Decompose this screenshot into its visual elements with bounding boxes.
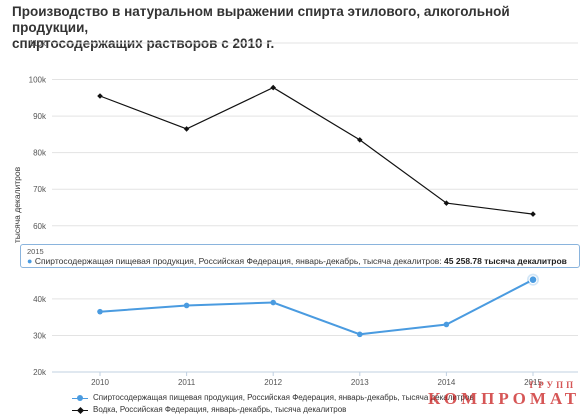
y-tick-label: 40k: [33, 295, 47, 304]
y-tick-label: 90k: [33, 112, 47, 121]
series-0-point: [183, 302, 190, 309]
grid-lines: [52, 42, 578, 373]
series-1-point: [97, 93, 103, 99]
tooltip-series-dot: ●: [27, 256, 33, 266]
y-tick-label: 60k: [33, 222, 47, 231]
tooltip-value: 45 258.78 тысяча декалитров: [444, 256, 567, 266]
series-0-point: [443, 321, 450, 328]
legend-item-vodka[interactable]: Водка, Российская Федерация, январь-дека…: [72, 404, 474, 416]
watermark-small-text: ГРУПП: [529, 380, 577, 390]
legend-swatch-black: [72, 405, 88, 415]
x-tick-label: 2015: [524, 378, 542, 387]
y-tick-label: 80k: [33, 149, 47, 158]
kompromat-watermark-logo: ГРУПП КОМПРОМАТ: [428, 380, 580, 408]
x-tick-label: 2013: [351, 378, 369, 387]
series-1-point: [357, 137, 363, 143]
legend-item-spirit-food[interactable]: Спиртосодержащая пищевая продукция, Росс…: [72, 392, 474, 404]
tooltip-body: ● Спиртосодержащая пищевая продукция, Ро…: [27, 256, 573, 267]
series-layer: [97, 84, 539, 338]
tooltip-year: 2015: [27, 247, 44, 256]
legend-label-vodka: Водка, Российская Федерация, январь-дека…: [93, 405, 347, 414]
hover-tooltip: 2015 ● Спиртосодержащая пищевая продукци…: [20, 244, 580, 268]
series-0-point: [97, 308, 103, 315]
y-tick-label: 70k: [33, 185, 47, 194]
series-line-1: [99, 86, 534, 215]
series-1-point: [183, 126, 190, 132]
series-1-point: [530, 211, 536, 217]
x-tick-label: 2011: [178, 378, 196, 387]
y-tick-label: 30k: [33, 331, 47, 340]
tooltip-series-text: Спиртосодержащая пищевая продукция, Росс…: [34, 256, 442, 266]
y-axis-title: тысяча декалитров: [12, 166, 22, 243]
watermark-big-text: КОМПРОМАТ: [428, 389, 581, 408]
series-1-point: [443, 200, 450, 206]
series-line-0: [99, 278, 534, 336]
axes: 20k30k40k50k60k70k80k90k100k110k20102011…: [29, 39, 578, 387]
chart-legend: Спиртосодержащая пищевая продукция, Росс…: [72, 392, 474, 416]
series-0-point: [357, 331, 363, 338]
legend-swatch-blue: [72, 393, 88, 403]
y-tick-label: 110k: [29, 39, 47, 48]
series-0-point: [528, 275, 538, 284]
y-tick-label: 100k: [29, 76, 47, 85]
legend-label-spirit-food: Спиртосодержащая пищевая продукция, Росс…: [93, 393, 474, 402]
x-tick-label: 2010: [91, 378, 109, 387]
series-0-point: [270, 299, 277, 306]
chart-title-line-1: Производство в натуральном выражении спи…: [12, 4, 510, 35]
x-tick-label: 2012: [264, 378, 282, 387]
series-1-point: [270, 84, 276, 91]
y-tick-label: 20k: [33, 368, 47, 377]
x-tick-label: 2014: [438, 378, 456, 387]
